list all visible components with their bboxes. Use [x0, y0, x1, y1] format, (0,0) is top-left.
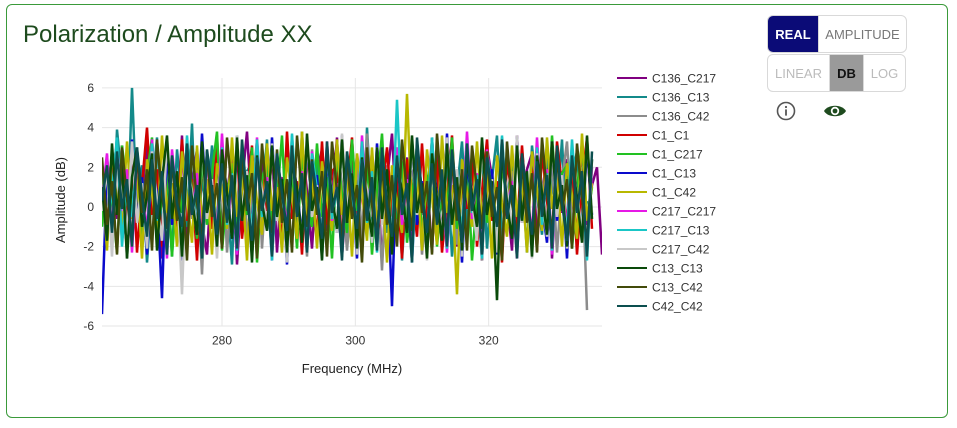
chart-card	[6, 4, 948, 418]
y-tick-label: -4	[83, 279, 94, 293]
legend-item[interactable]: C1_C13	[617, 167, 696, 181]
legend-item[interactable]: C217_C217	[617, 205, 716, 219]
linear-button[interactable]: LINEAR	[775, 65, 822, 81]
legend-label: C136_C13	[652, 91, 710, 105]
axes: 6 4 2 0 -2 -4 -6 280 300 320	[83, 81, 499, 348]
legend-item[interactable]: C217_C13	[617, 224, 710, 238]
x-tick-label: 300	[345, 334, 365, 348]
legend-item[interactable]: C1_C217	[617, 148, 703, 162]
y-tick-label: 0	[87, 200, 94, 214]
legend-label: C136_C217	[652, 72, 716, 86]
y-tick-label: 4	[87, 121, 94, 135]
y-axis-label: Amplitude (dB)	[53, 157, 68, 243]
y-tick-label: -2	[83, 240, 94, 254]
x-tick-label: 280	[212, 334, 232, 348]
legend-item[interactable]: C13_C13	[617, 262, 703, 276]
real-button[interactable]: REAL	[768, 16, 818, 52]
legend-label: C1_C217	[652, 148, 703, 162]
legend-item[interactable]: C136_C42	[617, 110, 710, 124]
legend-item[interactable]: C13_C42	[617, 281, 703, 295]
legend-label: C13_C13	[652, 262, 703, 276]
legend-label: C13_C42	[652, 281, 703, 295]
legend-label: C217_C42	[652, 243, 710, 257]
legend-label: C217_C13	[652, 224, 710, 238]
y-tick-label: 6	[87, 81, 94, 95]
eye-icon[interactable]	[823, 102, 847, 120]
scale-toggle-group: LINEAR DB LOG	[767, 54, 906, 92]
legend-label: C1_C13	[652, 167, 696, 181]
series-line-c42-c42	[102, 137, 594, 263]
x-tick-label: 320	[479, 334, 499, 348]
legend-label: C1_C1	[652, 129, 690, 143]
y-tick-label: -6	[83, 319, 94, 333]
legend-item[interactable]: C42_C42	[617, 300, 703, 314]
legend-item[interactable]: C217_C42	[617, 243, 710, 257]
amplitude-button[interactable]: AMPLITUDE	[818, 16, 906, 52]
log-button[interactable]: LOG	[863, 55, 905, 91]
legend-label: C217_C217	[652, 205, 716, 219]
legend-item[interactable]: C1_C1	[617, 129, 690, 143]
panel-title: Polarization / Amplitude XX	[23, 21, 313, 48]
legend: C136_C217 C136_C13 C136_C42 C1_C1 C1_C217 C1_…	[617, 72, 716, 314]
legend-label: C1_C42	[652, 186, 696, 200]
x-axis-label: Frequency (MHz)	[302, 361, 402, 376]
info-circle-icon[interactable]	[776, 101, 796, 121]
legend-item[interactable]: C136_C217	[617, 72, 716, 86]
legend-label: C136_C42	[652, 110, 710, 124]
y-tick-label: 2	[87, 160, 94, 174]
series-lines	[102, 87, 602, 315]
db-button[interactable]: DB	[829, 55, 863, 91]
legend-item[interactable]: C1_C42	[617, 186, 696, 200]
legend-label: C42_C42	[652, 300, 703, 314]
mode-toggle-group: REAL AMPLITUDE	[767, 15, 907, 53]
legend-item[interactable]: C136_C13	[617, 91, 710, 105]
